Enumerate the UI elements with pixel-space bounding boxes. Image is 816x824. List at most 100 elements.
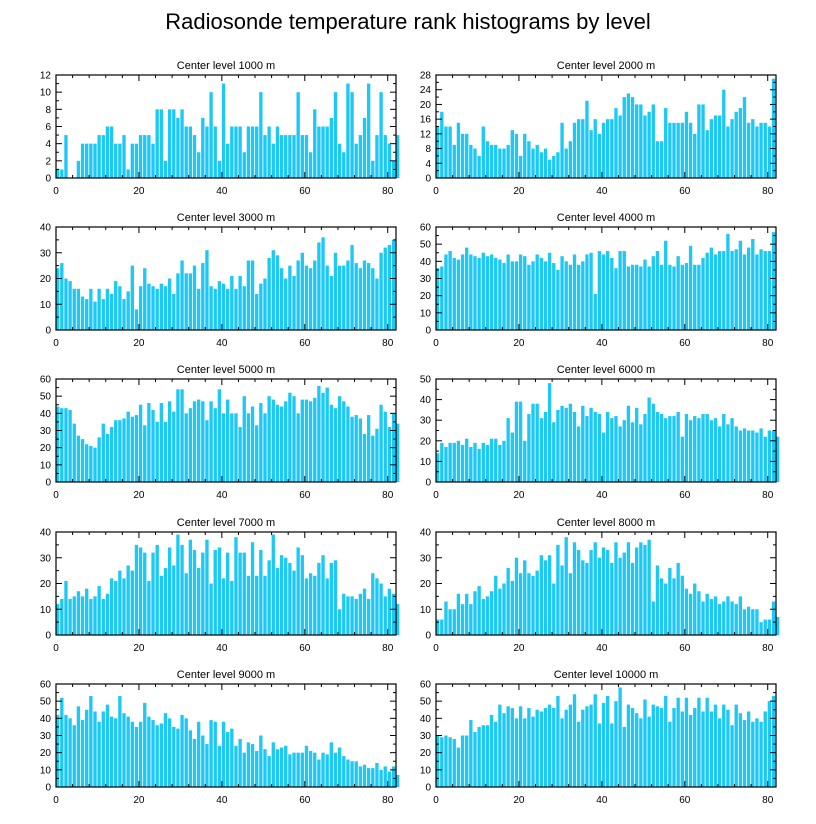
histogram-bar <box>734 704 738 787</box>
histogram-bar <box>498 704 502 787</box>
histogram-bar <box>539 555 544 635</box>
histogram-bar <box>114 580 118 635</box>
histogram-bar <box>383 596 387 635</box>
histogram-bar <box>366 83 371 178</box>
x-tick-label: 0 <box>433 338 439 349</box>
histogram-bar <box>114 281 118 330</box>
histogram-bar <box>267 396 271 482</box>
histogram-bar <box>362 764 367 787</box>
histogram-bar <box>684 588 689 635</box>
histogram-bar <box>481 252 485 330</box>
histogram-bar <box>742 97 747 178</box>
x-tick-label: 40 <box>216 795 228 806</box>
histogram-panel: Center level 8000 m 0 20 40 60 80 0 10 20 30 40 <box>420 517 780 654</box>
histogram-bar <box>172 293 176 330</box>
histogram-bar <box>321 752 325 787</box>
histogram-bar <box>576 426 581 482</box>
histogram-bar <box>192 135 197 178</box>
histogram-bar <box>751 119 755 178</box>
histogram-bar <box>688 593 693 635</box>
histogram-bar <box>60 169 64 178</box>
histogram-bar <box>535 709 539 787</box>
histogram-bar <box>564 537 568 635</box>
y-tick-label: 20 <box>420 748 432 759</box>
histogram-bar <box>255 750 259 787</box>
histogram-bar <box>213 721 217 787</box>
histogram-bar <box>101 135 105 178</box>
histogram-bar <box>647 539 651 635</box>
histogram-bar <box>259 550 263 635</box>
histogram-bar <box>543 708 548 787</box>
histogram-bar <box>738 596 743 635</box>
histogram-bar <box>564 407 568 482</box>
histogram-bar <box>209 583 213 635</box>
histogram-bar <box>97 437 101 482</box>
histogram-bar <box>552 583 556 635</box>
x-tick-label: 0 <box>433 490 439 501</box>
histogram-bar <box>387 245 392 330</box>
histogram-bar <box>354 598 358 635</box>
histogram-bar <box>601 254 606 330</box>
histogram-bar <box>325 578 329 635</box>
histogram-bar <box>275 126 280 178</box>
histogram-bar <box>684 111 689 178</box>
histogram-bar <box>350 416 354 482</box>
histogram-bar <box>614 701 618 787</box>
x-tick-label: 80 <box>762 643 774 654</box>
histogram-bar <box>313 752 317 787</box>
histogram-bar <box>321 237 325 330</box>
y-tick-label: 10 <box>420 765 432 776</box>
y-tick-label: 60 <box>420 680 432 691</box>
histogram-bar <box>502 440 506 482</box>
histogram-bar <box>494 575 498 635</box>
histogram-bar <box>292 135 296 178</box>
histogram-bar <box>379 252 383 330</box>
y-tick-label: 10 <box>40 300 52 311</box>
x-tick-label: 60 <box>679 186 691 197</box>
histogram-bar <box>452 609 456 635</box>
histogram-bar <box>527 573 531 635</box>
histogram-bar <box>444 126 448 178</box>
histogram-bar <box>255 126 259 178</box>
histogram-bar <box>601 702 606 787</box>
histogram-bar <box>672 266 676 330</box>
histogram-bar <box>626 266 631 330</box>
histogram-bar <box>155 725 159 787</box>
histogram-bar <box>118 286 122 330</box>
histogram-bar <box>485 444 490 482</box>
x-tick-label: 60 <box>299 795 311 806</box>
histogram-bar <box>713 596 718 635</box>
histogram-bar <box>755 432 759 482</box>
histogram-bar <box>342 152 346 178</box>
histogram-bar <box>751 430 755 482</box>
histogram-bar <box>64 714 68 787</box>
histogram-bar <box>250 542 255 635</box>
histogram-bar <box>597 133 602 178</box>
histogram-bar <box>366 768 371 787</box>
histogram-bar <box>436 268 440 330</box>
histogram-bar <box>109 126 114 178</box>
histogram-bar <box>201 263 205 330</box>
histogram-bar <box>118 570 122 635</box>
histogram-bar <box>672 578 676 635</box>
histogram-bar <box>304 399 309 482</box>
histogram-bar <box>226 143 230 178</box>
histogram-bar <box>452 144 456 178</box>
histogram-bar <box>489 144 494 178</box>
histogram-bar <box>539 152 544 178</box>
y-tick-label: 4 <box>45 139 51 150</box>
histogram-bar <box>547 555 552 635</box>
histogram-bar <box>313 109 317 178</box>
histogram-bar <box>630 264 635 330</box>
histogram-bar <box>767 619 772 635</box>
histogram-bar <box>759 122 763 178</box>
histogram-bar <box>469 144 473 178</box>
histogram-bar <box>734 249 738 330</box>
histogram-bar <box>130 416 134 482</box>
histogram-bar <box>89 288 93 330</box>
histogram-bar <box>581 119 585 178</box>
histogram-bar <box>130 721 134 787</box>
histogram-bar <box>118 696 122 787</box>
histogram-bar <box>581 261 585 330</box>
histogram-bar <box>105 593 110 635</box>
